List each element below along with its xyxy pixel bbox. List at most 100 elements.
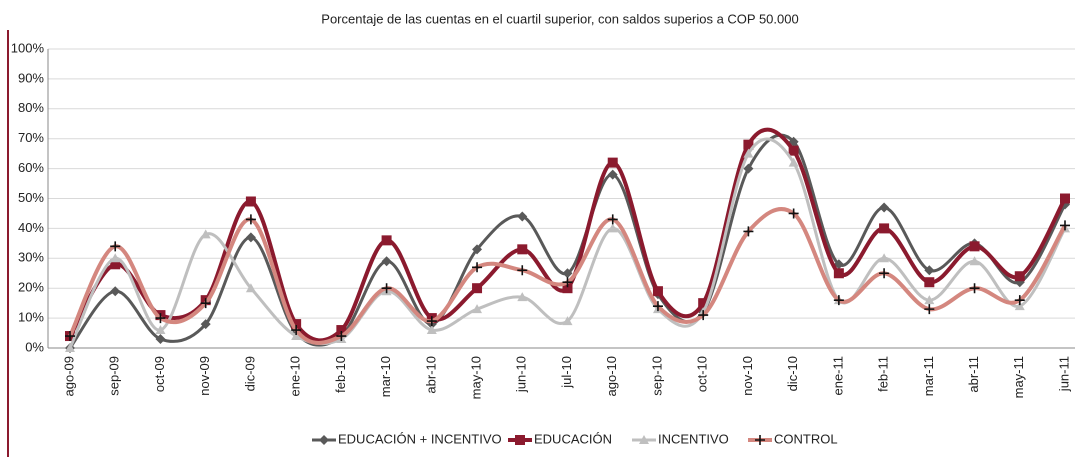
marker <box>743 163 754 174</box>
series-line <box>68 127 1067 343</box>
marker <box>879 253 890 263</box>
x-tick-label: sep-10 <box>649 356 664 396</box>
marker <box>879 268 890 279</box>
marker <box>426 316 437 327</box>
marker <box>639 435 649 444</box>
marker <box>1014 271 1025 282</box>
marker <box>472 244 483 255</box>
marker <box>743 139 754 150</box>
marker <box>698 310 709 321</box>
x-tick-label: oct-09 <box>152 356 167 392</box>
x-tick-label: jun-10 <box>514 356 529 393</box>
marker <box>607 223 618 233</box>
marker <box>788 157 799 167</box>
x-tick-label: jun-11 <box>1056 356 1071 392</box>
legend-label: CONTROL <box>774 431 838 446</box>
marker <box>291 319 302 330</box>
x-tick-label: ene-11 <box>830 356 845 396</box>
marker <box>969 241 980 252</box>
x-tick-label: jul-10 <box>559 356 574 389</box>
x-tick-label: feb-11 <box>876 356 891 392</box>
marker <box>110 259 121 270</box>
marker <box>336 331 347 342</box>
x-tick-label: abr-11 <box>966 356 981 393</box>
y-tick-label: 100% <box>11 40 45 55</box>
marker <box>1060 193 1070 204</box>
marker <box>472 262 483 273</box>
marker <box>1014 301 1025 311</box>
marker <box>517 244 528 255</box>
marker <box>336 325 347 336</box>
legend-item: EDUCACIÓN <box>508 431 612 446</box>
marker <box>65 331 75 342</box>
x-tick-label: feb-10 <box>333 356 348 393</box>
marker <box>319 435 329 445</box>
marker <box>472 283 483 294</box>
marker <box>426 325 437 335</box>
legend-item: EDUCACIÓN + INCENTIVO <box>312 431 502 446</box>
marker <box>381 235 392 246</box>
marker <box>155 334 166 345</box>
marker <box>924 265 935 276</box>
marker <box>472 304 483 314</box>
y-tick-label: 90% <box>18 70 44 85</box>
x-tick-label: mar-11 <box>921 356 936 396</box>
marker <box>245 232 256 243</box>
marker <box>607 214 618 225</box>
y-tick-label: 80% <box>18 100 44 115</box>
marker <box>743 148 754 158</box>
marker <box>879 202 890 213</box>
legend-item: INCENTIVO <box>632 431 729 446</box>
y-tick-label: 30% <box>18 250 44 265</box>
marker <box>200 229 211 239</box>
x-tick-label: ago-10 <box>604 356 619 396</box>
marker <box>607 157 618 168</box>
y-tick-label: 40% <box>18 220 44 235</box>
marker <box>65 343 75 352</box>
x-tick-label: oct-10 <box>695 356 710 392</box>
x-tick-label: abr-10 <box>423 356 438 394</box>
marker <box>969 256 980 266</box>
marker <box>110 253 121 263</box>
series-line <box>68 137 1067 349</box>
marker <box>517 211 528 222</box>
x-tick-label: ene-10 <box>288 356 303 396</box>
x-tick-label: ago-09 <box>61 356 76 396</box>
marker <box>788 145 799 156</box>
marker <box>200 319 211 330</box>
marker <box>291 331 302 341</box>
y-tick-label: 60% <box>18 160 44 175</box>
x-tick-label: nov-09 <box>197 356 212 396</box>
legend-label: INCENTIVO <box>658 431 729 446</box>
marker <box>788 208 799 219</box>
x-tick-label: mar-10 <box>378 356 393 397</box>
x-tick-label: nov-10 <box>740 356 755 396</box>
legend-label: EDUCACIÓN + INCENTIVO <box>338 431 502 446</box>
chart-title: Porcentaje de las cuentas en el cuartil … <box>321 11 798 26</box>
marker <box>924 295 935 305</box>
marker <box>245 196 256 207</box>
marker <box>155 313 166 324</box>
marker <box>515 435 525 445</box>
marker <box>291 325 302 336</box>
x-tick-label: dic-10 <box>785 356 800 391</box>
marker <box>562 268 573 279</box>
marker <box>879 223 890 234</box>
x-tick-label: may-11 <box>1011 356 1026 398</box>
marker <box>743 226 754 237</box>
marker <box>381 283 392 294</box>
legend-item: CONTROL <box>748 431 838 446</box>
x-tick-label: dic-09 <box>242 356 257 391</box>
marker <box>517 265 528 276</box>
marker <box>562 316 573 326</box>
y-tick-label: 50% <box>18 190 44 205</box>
marker <box>1014 295 1025 306</box>
y-tick-label: 10% <box>18 310 44 325</box>
marker <box>924 277 935 288</box>
legend-label: EDUCACIÓN <box>534 431 612 446</box>
marker <box>110 241 121 252</box>
marker <box>833 295 844 306</box>
marker <box>110 286 121 297</box>
marker <box>698 298 709 309</box>
